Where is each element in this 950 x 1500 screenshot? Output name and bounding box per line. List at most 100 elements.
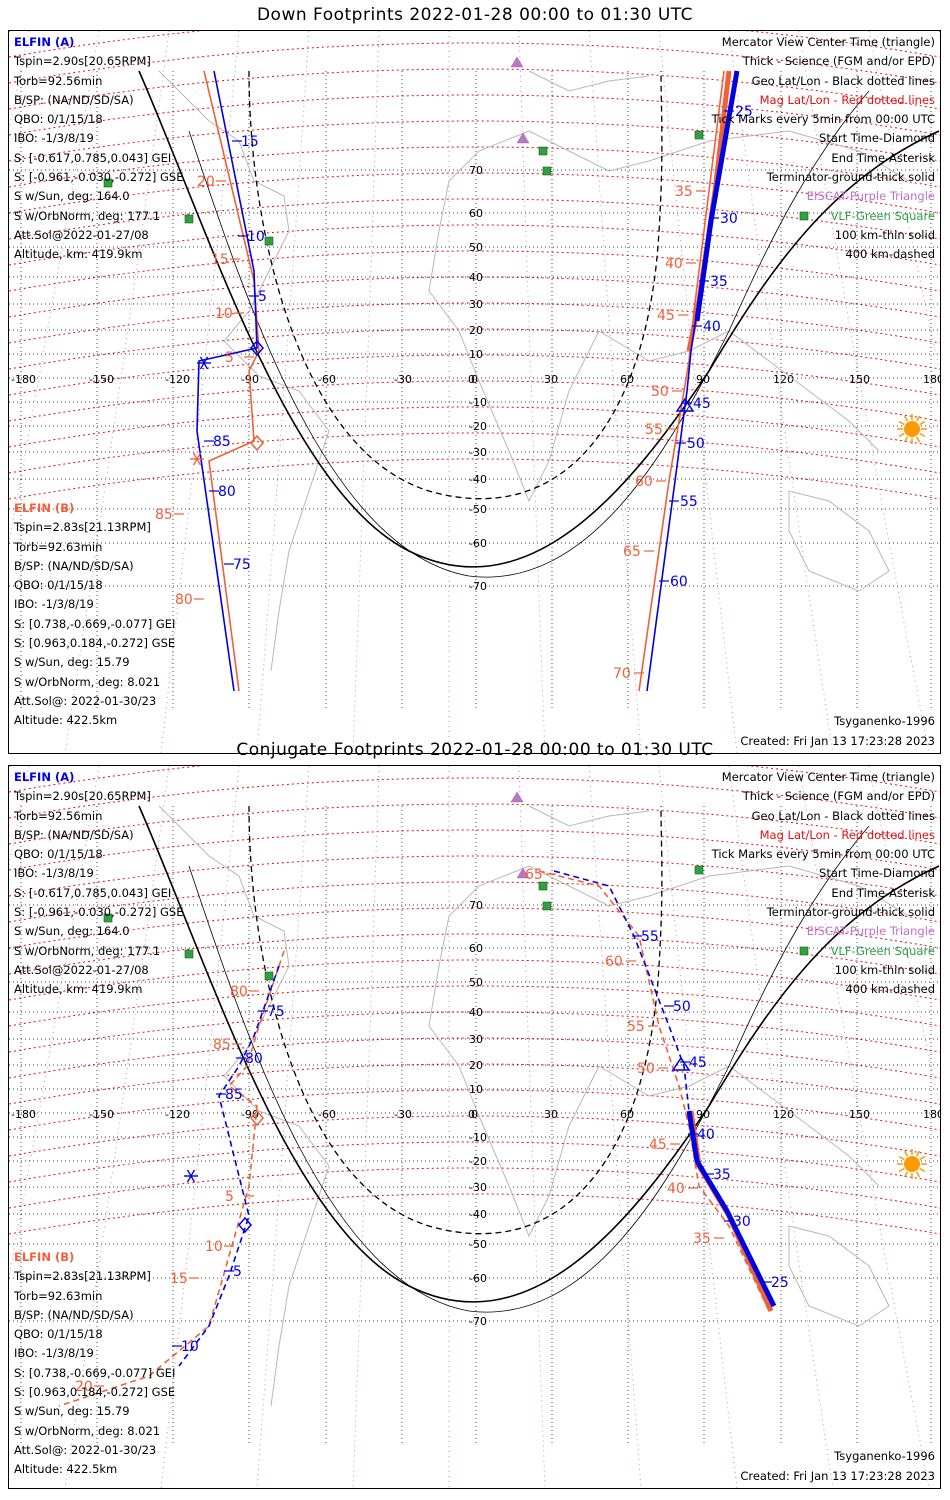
lat-label: -60 <box>469 537 487 550</box>
elfin-a-line: Altitude, km: 419.9km <box>14 247 143 262</box>
mag-lon-line <box>588 31 642 753</box>
track-tick-label: 85 <box>213 434 231 450</box>
mag-lat-line <box>9 933 940 975</box>
vlf-square <box>538 146 548 156</box>
mag-lat-line <box>9 907 940 949</box>
mag-lon-line <box>728 766 834 1488</box>
created-label: Created: Fri Jan 13 17:23:28 2023 <box>740 733 935 748</box>
mag-lat-line <box>9 432 940 474</box>
legend-item: Mag Lat/Lon - Red dotted lines <box>759 92 935 107</box>
lon-label: -120 <box>165 373 190 386</box>
mag-lat-line <box>9 250 940 292</box>
elfin-a-line: Tspin=2.90s[20.65RPM] <box>14 54 151 69</box>
lat-label: 70 <box>469 164 483 177</box>
mag-lon-line <box>868 31 940 376</box>
coastline <box>448 865 910 917</box>
mag-lon-line <box>352 31 380 753</box>
mag-lat-line <box>9 224 940 266</box>
vlf-square <box>184 214 194 224</box>
coastline <box>528 805 650 827</box>
elfin-a-science <box>694 70 740 322</box>
sun-ray <box>898 420 905 426</box>
elfin-b-line: Altitude: 422.5km <box>14 1462 118 1477</box>
coastline <box>528 70 650 92</box>
mag-lon-line <box>938 766 940 773</box>
track-tick-label: 25 <box>771 1275 789 1291</box>
track-tick-label: 75 <box>233 557 251 573</box>
elfin-a-header: ELFIN (A) <box>14 770 75 784</box>
legend-item: VLF-Green Square <box>830 208 935 223</box>
lon-label: 0 <box>468 1108 475 1121</box>
mag-lat-line <box>9 1063 940 1105</box>
track-tick-label: 60 <box>635 474 653 490</box>
mag-lon-line <box>352 766 380 1488</box>
mag-lat-line <box>9 855 940 897</box>
track-tick-label: 10 <box>205 1239 223 1255</box>
mag-lon-line <box>798 31 930 753</box>
lon-label: 180 <box>923 373 940 386</box>
coastline <box>448 130 910 182</box>
elfin-b-line: Tspin=2.83s[21.13RPM] <box>14 1269 151 1284</box>
lon-label: 30 <box>544 1108 558 1121</box>
mag-lon-line <box>868 766 940 1111</box>
eiscat-triangle <box>516 867 530 879</box>
lat-label: -50 <box>469 503 487 516</box>
lat-label: 10 <box>469 348 483 361</box>
track-tick-label: 20 <box>75 1379 93 1395</box>
legend-item: 400 km-dashed <box>845 982 935 997</box>
terminator-ground <box>138 805 940 1303</box>
elfin-b-line: Torb=92.63min <box>14 1288 103 1303</box>
track-tick-label: 80 <box>218 484 236 500</box>
legend-item: Terminator-ground-thick solid <box>766 170 935 185</box>
sun-ray <box>915 436 921 443</box>
lat-label: 40 <box>469 1006 483 1019</box>
terminator-100km <box>188 825 870 1313</box>
elfin-b-line: S: [0.963,0.184,-0.272] GSE <box>14 636 176 651</box>
lat-label: -50 <box>469 1238 487 1251</box>
lon-label: 120 <box>773 373 794 386</box>
mag-lon-line <box>64 766 170 1488</box>
sun-ray <box>903 1171 909 1178</box>
model-label: Tsyganenko-1996 <box>834 714 935 729</box>
track-tick-label: 40 <box>703 319 721 335</box>
sun-ray <box>919 420 926 426</box>
legend-item: Mag Lat/Lon - Red dotted lines <box>759 827 935 842</box>
elfin-b-line: B/SP: (NA/ND/SD/SA) <box>14 558 134 573</box>
vlf-square <box>799 211 809 221</box>
legend-item: EISCAT-Purple Triangle <box>806 189 935 204</box>
eiscat-triangle <box>510 791 524 803</box>
track-tick-label: 45 <box>649 1137 667 1153</box>
elfin-b-track-west <box>58 950 285 1407</box>
mag-lat-line <box>9 120 940 162</box>
lon-label: 180 <box>923 1108 940 1121</box>
lon-label: -180 <box>11 373 36 386</box>
terminator-100km <box>188 90 870 578</box>
elfin-a-center-triangle <box>675 397 695 412</box>
mag-lat-line <box>9 406 940 448</box>
track-tick-label: 55 <box>641 929 659 945</box>
sun-ray <box>903 415 909 422</box>
mag-lon-line <box>64 31 170 753</box>
legend-item: Mercator View Center Time (triangle) <box>721 770 935 784</box>
mag-lon-line <box>256 31 310 753</box>
mag-lon-line <box>798 766 930 1488</box>
track-tick-label: 15 <box>241 134 259 150</box>
track-tick-label: 5 <box>258 289 267 305</box>
track-tick-label: 15 <box>170 1271 188 1287</box>
lat-label: 40 <box>469 271 483 284</box>
sun-icon <box>904 1156 920 1172</box>
elfin-b-end-asterisk <box>192 452 202 466</box>
mag-lat-line <box>9 328 940 370</box>
track-tick-label: 50 <box>673 999 691 1015</box>
elfin-a-info: ELFIN (A) Tspin=2.90s[20.65RPM] Torb=92.… <box>14 768 183 1000</box>
legend-item: Thick - Science (FGM and/or EPD) <box>742 54 935 69</box>
sun-ray <box>898 1167 905 1173</box>
lat-label: -20 <box>469 1155 487 1168</box>
legend-item: End Time-Asterisk <box>831 885 935 900</box>
coastline <box>598 1065 880 1187</box>
legend-item: Geo Lat/Lon - Black dotted lines <box>751 808 935 823</box>
elfin-b-info: ELFIN (B) Tspin=2.83s[21.13RPM] Torb=92.… <box>14 499 175 731</box>
track-tick-label: 50 <box>651 384 669 400</box>
elfin-a-line: Tspin=2.90s[20.65RPM] <box>14 789 151 804</box>
track-tick-label: 55 <box>627 1019 645 1035</box>
